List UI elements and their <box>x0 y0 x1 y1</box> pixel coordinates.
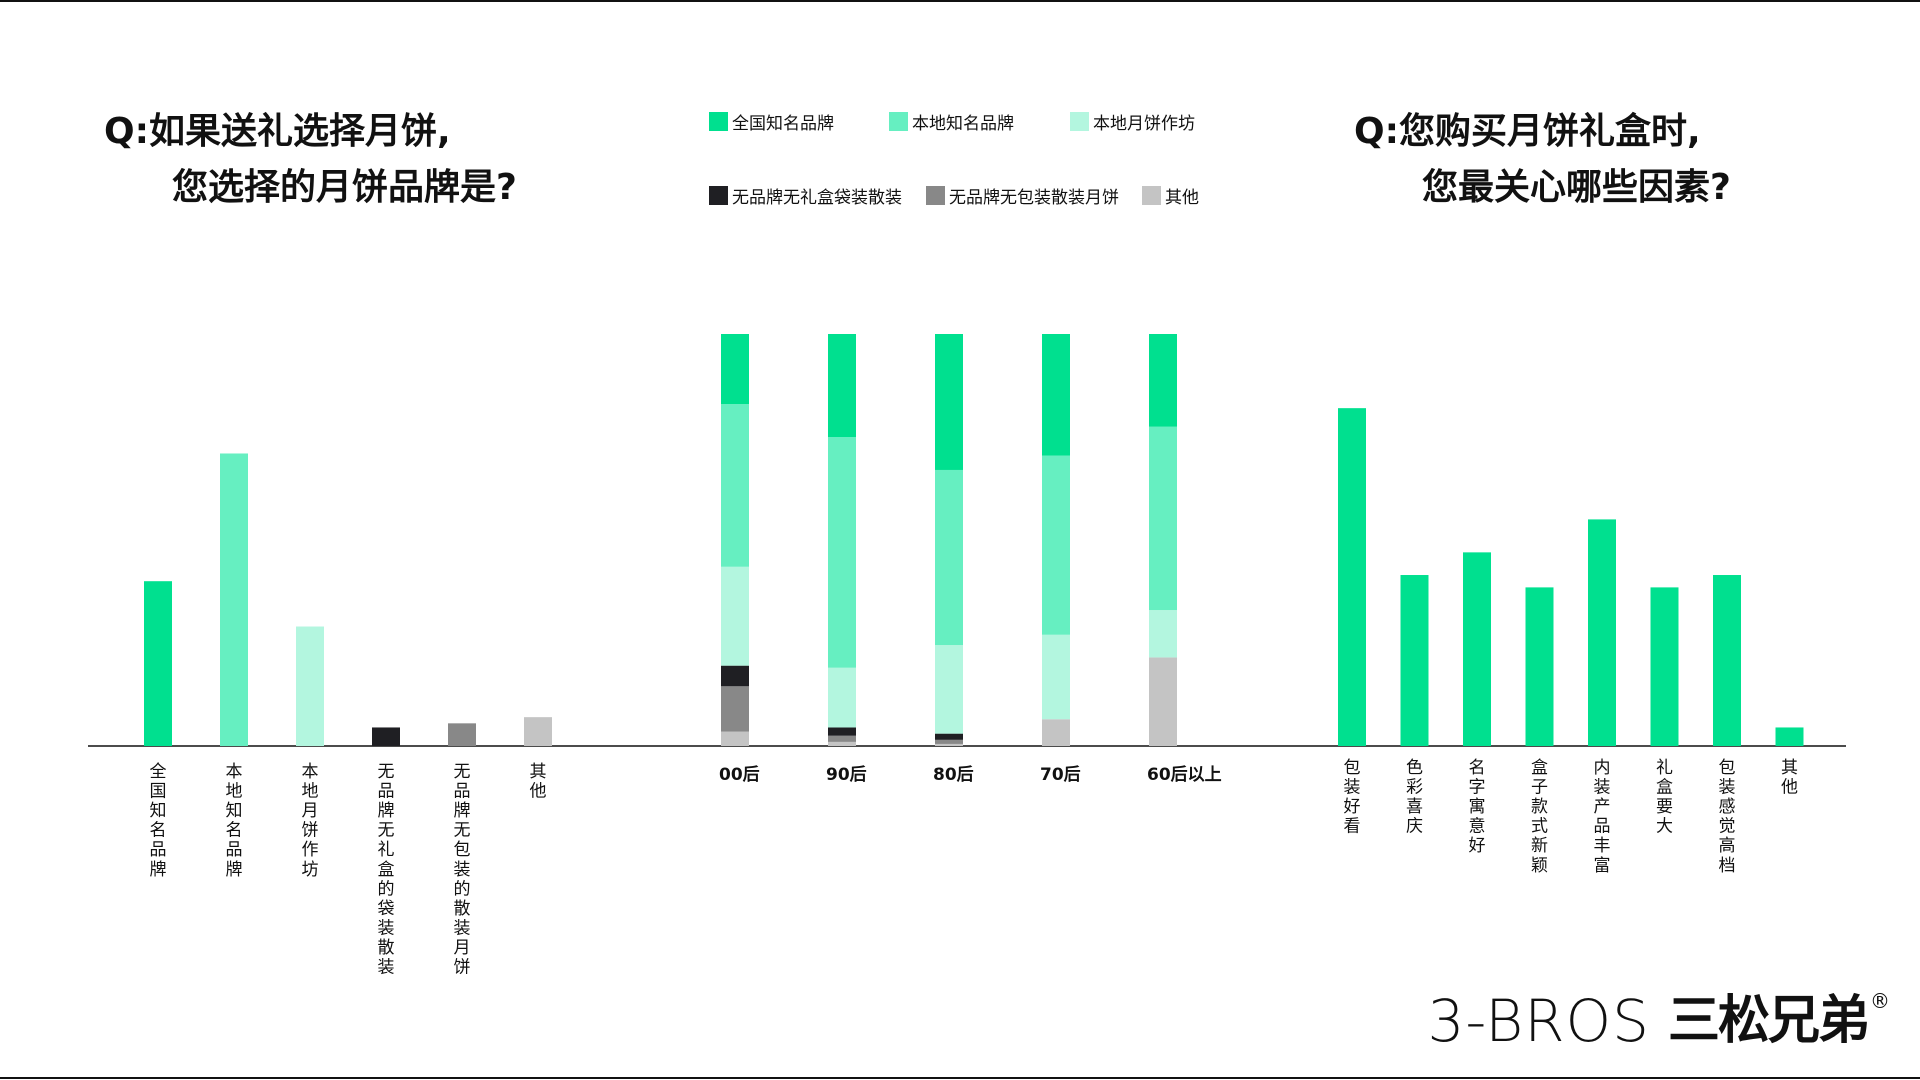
bar <box>1588 519 1616 746</box>
stacked-bar-segment <box>1042 334 1070 456</box>
legend-label: 无品牌无礼盒袋装散装 <box>732 188 902 208</box>
legend-label: 其他 <box>1165 188 1199 208</box>
stacked-bar-segment <box>1042 634 1070 720</box>
stacked-bar-segment <box>721 334 749 405</box>
stacked-bar-segment <box>935 334 963 470</box>
category-label: 其他 <box>1781 758 1798 798</box>
middle-chart: 00后 90后 80后 70后 60后以上 <box>719 334 1222 785</box>
legend-label: 无品牌无包装散装月饼 <box>949 188 1119 208</box>
category-label: 无品牌无礼盒的袋装散装 <box>378 762 395 978</box>
stacked-bar-segment <box>1042 455 1070 635</box>
bar <box>144 581 172 746</box>
stacked-bar-segment <box>721 731 749 746</box>
stacked-bar-segment <box>1149 657 1177 746</box>
right-chart: 包装好看 色彩喜庆 名字寓意好 盒子款式新颖 内装产品丰富 礼盒要大 包装感觉高档 其他 <box>1338 408 1804 876</box>
left-chart: 全国知名品牌 本地知名品牌 本地月饼作坊 无品牌无礼盒的袋装散装 无品牌无包装的散装月饼… <box>144 453 552 978</box>
category-label: 00后 <box>719 765 760 785</box>
brand-english: 3-BROS <box>1427 987 1650 1055</box>
legend-item-local-workshop: 本地月饼作坊 <box>1070 109 1195 134</box>
stacked-bar-segment <box>935 733 963 740</box>
bar <box>220 453 248 746</box>
registered-mark: ® <box>1870 989 1890 1013</box>
stacked-bar-segment <box>1149 334 1177 427</box>
legend-swatch <box>1142 186 1161 205</box>
stacked-bar-segment <box>828 741 856 746</box>
category-label: 其他 <box>530 762 547 802</box>
legend-item-national-brand: 全国知名品牌 <box>709 109 834 134</box>
legend-swatch <box>889 112 908 131</box>
stacked-bar-segment <box>935 645 963 734</box>
top-rule <box>0 0 1920 2</box>
category-label: 70后 <box>1040 765 1081 785</box>
legend-label: 全国知名品牌 <box>732 114 834 134</box>
category-label: 盒子款式新颖 <box>1531 758 1548 876</box>
right-question: Q:您购买月饼礼盒时, 您最关心哪些因素? <box>1354 104 1731 216</box>
stacked-bar-segment <box>721 686 749 732</box>
bar <box>1775 727 1804 746</box>
legend-label: 本地月饼作坊 <box>1093 114 1195 134</box>
legend-swatch <box>1070 112 1089 131</box>
category-label: 全国知名品牌 <box>150 762 167 880</box>
right-question-prefix: Q: <box>1354 111 1399 152</box>
brand-logo: 3-BROS 三松兄弟 ® <box>1427 990 1890 1052</box>
stacked-bar-segment <box>721 566 749 666</box>
legend-item-no-brand-loose: 无品牌无包装散装月饼 <box>926 183 1119 208</box>
legend-item-other: 其他 <box>1142 183 1199 208</box>
category-label: 本地知名品牌 <box>226 762 243 880</box>
bar <box>1338 408 1366 746</box>
bar <box>296 626 324 746</box>
category-label: 无品牌无包装的散装月饼 <box>454 762 471 978</box>
left-question: Q:如果送礼选择月饼, 您选择的月饼品牌是? <box>104 104 517 216</box>
stacked-bar-segment <box>935 469 963 646</box>
category-label: 90后 <box>826 765 867 785</box>
stacked-bar-segment <box>935 739 963 744</box>
stacked-bar-segment <box>1042 719 1070 746</box>
left-question-line1: 如果送礼选择月饼, <box>149 111 451 152</box>
bar <box>372 727 400 746</box>
stacked-bar-segment <box>828 437 856 668</box>
bar <box>1400 575 1429 746</box>
bar <box>1463 552 1491 746</box>
stacked-bar-segment <box>1149 426 1177 611</box>
stacked-bar-segment <box>1149 610 1177 658</box>
stacked-bar-segment <box>828 727 856 736</box>
bar <box>448 723 476 746</box>
left-question-line2: 您选择的月饼品牌是? <box>172 167 517 208</box>
legend-swatch <box>926 186 945 205</box>
stacked-bar-segment <box>721 665 749 687</box>
category-label: 礼盒要大 <box>1656 758 1673 837</box>
stacked-bar-segment <box>721 404 749 567</box>
stacked-bar-segment <box>828 667 856 728</box>
category-label: 本地月饼作坊 <box>302 762 319 880</box>
legend-swatch <box>709 186 728 205</box>
brand-chinese: 三松兄弟 <box>1667 991 1870 1051</box>
category-label: 名字寓意好 <box>1469 758 1486 856</box>
right-question-line2: 您最关心哪些因素? <box>1422 167 1731 208</box>
category-label: 内装产品丰富 <box>1594 758 1611 876</box>
category-label: 80后 <box>933 765 974 785</box>
right-question-line1: 您购买月饼礼盒时, <box>1399 111 1701 152</box>
left-question-prefix: Q: <box>104 111 149 152</box>
legend-label: 本地知名品牌 <box>912 114 1014 134</box>
stacked-bar-segment <box>935 743 963 746</box>
category-label: 包装好看 <box>1344 758 1361 837</box>
legend-item-local-brand: 本地知名品牌 <box>889 109 1014 134</box>
bar <box>1650 587 1679 746</box>
stacked-bar-segment <box>828 735 856 742</box>
category-label: 包装感觉高档 <box>1719 758 1736 876</box>
category-label: 60后以上 <box>1147 765 1222 785</box>
category-label: 色彩喜庆 <box>1406 758 1423 837</box>
legend-item-no-brand-bagged: 无品牌无礼盒袋装散装 <box>709 183 902 208</box>
bar <box>1525 587 1554 746</box>
legend-swatch <box>709 112 728 131</box>
stacked-bar-segment <box>828 334 856 437</box>
bar <box>1713 575 1741 746</box>
bottom-rule <box>0 1077 1920 1079</box>
bar <box>524 717 552 746</box>
